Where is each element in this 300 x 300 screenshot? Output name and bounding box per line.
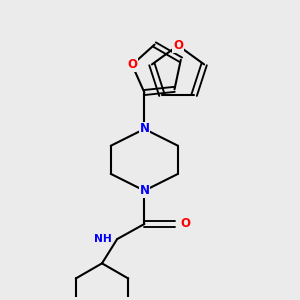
- Text: N: N: [140, 184, 149, 197]
- Text: N: N: [140, 122, 149, 136]
- Text: O: O: [180, 218, 190, 230]
- Text: O: O: [173, 39, 183, 52]
- Text: O: O: [127, 58, 137, 71]
- Text: NH: NH: [94, 234, 112, 244]
